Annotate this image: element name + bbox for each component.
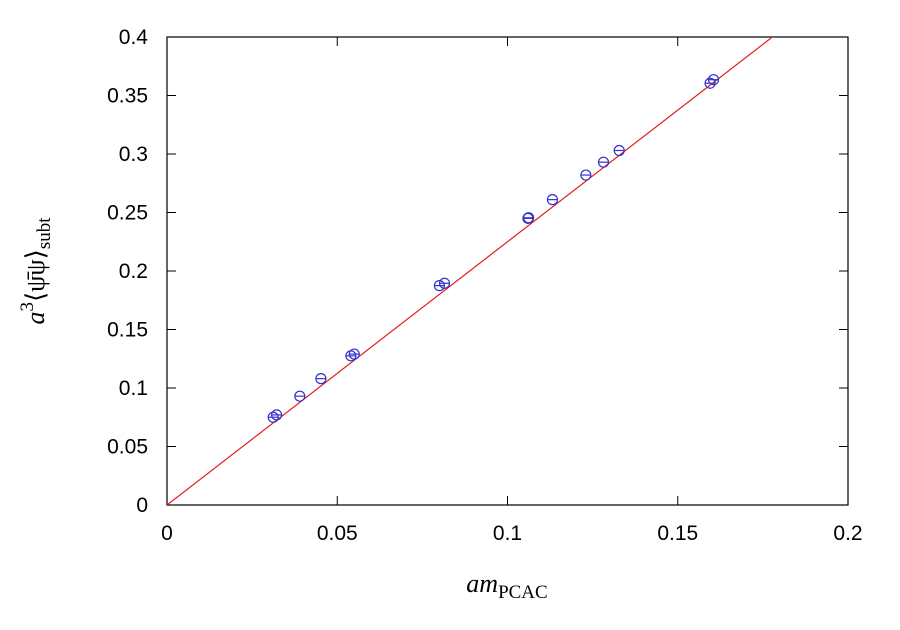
x-tick-label: 0.15 — [657, 522, 698, 545]
y-tick-label: 0.4 — [119, 26, 149, 49]
data-point — [438, 277, 451, 289]
x-tick-labels: 0 0.05 0.1 0.15 0.2 — [161, 522, 862, 545]
data-point — [348, 348, 360, 360]
data-point — [433, 280, 445, 292]
tick-marks — [166, 36, 849, 506]
x-tick-label: 0.2 — [833, 522, 862, 545]
fit-line — [167, 37, 774, 505]
data-point — [597, 156, 610, 168]
data-point — [267, 411, 279, 423]
x-tick-label: 0.05 — [317, 522, 358, 545]
y-tick-label: 0.3 — [119, 143, 148, 166]
x-tick-label: 0 — [161, 522, 173, 545]
data-point — [315, 373, 327, 385]
fit-line-layer — [167, 37, 774, 505]
y-axis-label: a3⟨ψ̄ψ⟩subt — [17, 217, 55, 325]
y-tick-label: 0.15 — [107, 319, 148, 342]
data-points — [267, 74, 720, 423]
data-point — [613, 144, 625, 157]
data-point — [523, 212, 535, 224]
y-tick-label: 0.1 — [119, 377, 148, 400]
data-point — [707, 74, 720, 86]
y-tick-label: 0 — [136, 494, 148, 517]
x-tick-label: 0.1 — [493, 522, 522, 545]
y-tick-label: 0.05 — [107, 436, 148, 459]
y-tick-label: 0.35 — [107, 85, 148, 108]
data-point — [546, 194, 559, 206]
y-tick-labels: 0 0.05 0.1 0.15 0.2 0.25 0.3 0.35 0.4 — [107, 26, 148, 517]
plot-frame — [166, 36, 849, 506]
x-axis-label: amPCAC — [466, 569, 547, 603]
y-tick-label: 0.2 — [119, 260, 148, 283]
data-point — [294, 390, 306, 402]
y-tick-label: 0.25 — [107, 202, 148, 225]
data-point — [580, 169, 592, 181]
data-point — [271, 409, 283, 421]
